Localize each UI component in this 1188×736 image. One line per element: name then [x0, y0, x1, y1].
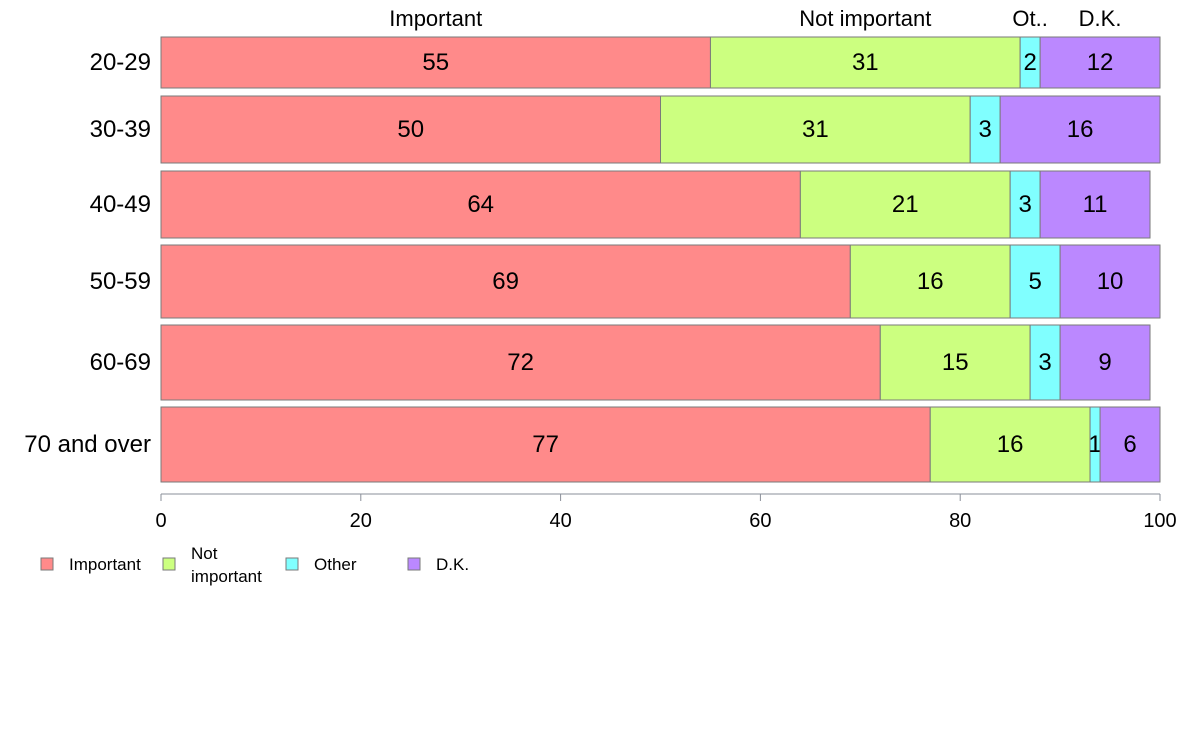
- data-label: 16: [997, 431, 1024, 458]
- legend-swatch: [407, 557, 421, 571]
- x-tick-label: 80: [949, 510, 971, 532]
- data-label: 9: [1098, 349, 1111, 376]
- x-tick-label: 20: [350, 510, 372, 532]
- legend-swatch: [285, 557, 299, 571]
- bar-segment-other: [1029, 324, 1061, 401]
- bar-segment-important: [160, 244, 851, 319]
- bar-segment-not-important: [929, 406, 1091, 483]
- data-label: 1: [1088, 431, 1101, 458]
- data-label: 2: [1023, 49, 1036, 76]
- data-label: 72: [507, 349, 534, 376]
- x-tick-label: 40: [549, 510, 571, 532]
- legend-item-other: Other: [285, 555, 357, 574]
- legend-label: important: [191, 567, 262, 586]
- series-top-label-not-important: Not important: [799, 6, 931, 31]
- bar-segment-other: [1009, 244, 1061, 319]
- bar-segment-not-important: [849, 244, 1011, 319]
- category-label: 30-39: [90, 116, 151, 143]
- category-label: 50-59: [90, 268, 151, 295]
- data-label: 12: [1087, 49, 1114, 76]
- bar-row-60-69: 72 15 3 9: [160, 324, 1151, 401]
- top-series-labels: Important Not important Ot.. D.K.: [389, 6, 1121, 31]
- bar-row-40-49: 64 21 3 11: [160, 170, 1151, 239]
- data-label: 31: [802, 116, 829, 143]
- bar-segment-d-k: [1039, 36, 1161, 89]
- bar-segment-other: [1009, 170, 1041, 239]
- series-top-label-important: Important: [389, 6, 482, 31]
- data-label: 16: [1067, 116, 1094, 143]
- data-label: 69: [492, 268, 519, 295]
- bar-segment-important: [160, 95, 661, 164]
- category-label: 40-49: [90, 191, 151, 218]
- bar-segment-d-k: [1099, 406, 1161, 483]
- category-label: 70 and over: [24, 431, 151, 458]
- bar-segment-important: [160, 406, 931, 483]
- legend-swatch: [162, 557, 176, 571]
- bar-segment-not-important: [879, 324, 1031, 401]
- legend-label: Important: [69, 555, 141, 574]
- data-label: 50: [397, 116, 424, 143]
- category-labels: 20-29 30-39 40-49 50-59 60-69 70 and over: [24, 49, 151, 458]
- series-top-label-d-k: D.K.: [1079, 6, 1122, 31]
- data-label: 31: [852, 49, 879, 76]
- bar-row-70-and-over: 77 16 1 6: [160, 406, 1161, 483]
- bar-segment-d-k: [1059, 324, 1151, 401]
- data-label: 3: [978, 116, 991, 143]
- x-tick-label: 100: [1143, 510, 1176, 532]
- bar-row-30-39: 50 31 3 16: [160, 95, 1161, 164]
- bar-segment-important: [160, 324, 881, 401]
- data-label: 77: [532, 431, 559, 458]
- x-axis: 0 20 40 60 80 100: [155, 493, 1177, 532]
- bar-segment-other: [969, 95, 1001, 164]
- data-label: 5: [1028, 268, 1041, 295]
- legend: Important Not important Other D.K.: [40, 544, 469, 586]
- legend-label: D.K.: [436, 555, 469, 574]
- bar-segment-not-important: [709, 36, 1021, 89]
- legend-swatch: [40, 557, 54, 571]
- legend-label: Other: [314, 555, 357, 574]
- data-label: 21: [892, 191, 919, 218]
- bar-segment-d-k: [1039, 170, 1151, 239]
- legend-item-d-k: D.K.: [407, 555, 469, 574]
- legend-item-important: Important: [40, 555, 141, 574]
- bar-segment-d-k: [999, 95, 1161, 164]
- legend-item-not-important: Not important: [162, 544, 262, 586]
- legend-label: Not: [191, 544, 218, 563]
- data-label: 11: [1083, 191, 1108, 218]
- bar-segment-not-important: [660, 95, 971, 164]
- data-label: 64: [467, 191, 494, 218]
- data-label: 10: [1097, 268, 1124, 295]
- bar-segment-important: [160, 36, 711, 89]
- data-label: 3: [1018, 191, 1031, 218]
- data-label: 16: [917, 268, 944, 295]
- bar-segment-not-important: [799, 170, 1011, 239]
- category-label: 60-69: [90, 349, 151, 376]
- data-label: 55: [422, 49, 449, 76]
- category-label: 20-29: [90, 49, 151, 76]
- bar-row-20-29: 55 31 2 12: [160, 36, 1161, 89]
- x-tick-label: 0: [155, 510, 166, 532]
- bar-segment-important: [160, 170, 801, 239]
- data-label: 15: [942, 349, 969, 376]
- bar-segment-d-k: [1059, 244, 1161, 319]
- bar-row-50-59: 69 16 5 10: [160, 244, 1161, 319]
- data-label: 6: [1123, 431, 1136, 458]
- x-tick-label: 60: [749, 510, 771, 532]
- data-label: 3: [1038, 349, 1051, 376]
- series-top-label-other: Ot..: [1012, 6, 1047, 31]
